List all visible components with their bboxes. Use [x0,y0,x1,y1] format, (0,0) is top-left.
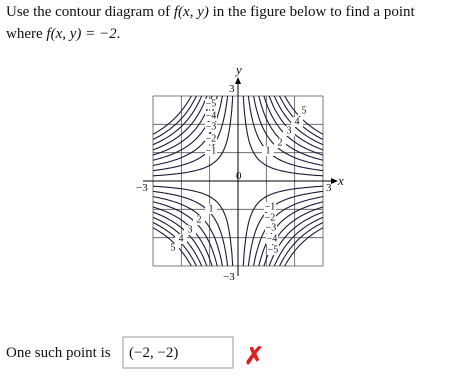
label-bg [205,134,217,144]
contour-curve [153,227,192,266]
contour-curve [268,96,323,151]
label-bg [267,245,279,255]
label-bg [291,117,303,127]
contour-label: −3 [266,222,277,233]
contour-curve [263,96,323,156]
question-line-2: where f(x, y) = −2. [6,26,120,42]
contour-curve [273,96,323,146]
contour-curve [284,96,323,135]
contour-label: 4 [295,116,300,127]
contour-label: −5 [206,98,217,109]
label-bg [283,126,295,136]
contour-curve [153,201,218,266]
contour-curve [153,221,198,266]
contour-curve [153,211,208,266]
text: . [117,26,121,42]
math: f(x, y) = −2 [46,26,117,42]
contour-label: 5 [302,105,307,116]
y-arrow [235,77,241,84]
label-bg [274,138,286,148]
contour-curve [153,190,229,266]
y-max-label: 3 [229,83,235,95]
math: f(x, y) [174,4,209,20]
label-bg [266,234,278,244]
contour-label: −1 [265,201,276,212]
contour-label: −3 [206,121,217,132]
contour-curve [153,96,234,177]
contour-label: −4 [267,233,278,244]
incorrect-mark: ✗ [244,343,264,370]
contour-curve [153,96,192,135]
contour-curve [273,216,323,266]
origin-label: 0 [236,170,242,182]
contour-curve [247,190,323,266]
contour-label: 2 [197,214,202,225]
contour-label: 5 [171,242,176,253]
contour-curve [153,185,234,266]
y-label: y [234,62,242,77]
answer-value[interactable]: (−2, −2) [129,345,178,361]
contour-curve [153,196,223,266]
label-bg [262,146,274,156]
contour-curve [153,206,213,266]
label-bg [205,122,217,132]
contour-curve [153,96,213,156]
answer-prompt: One such point is [6,345,111,361]
answer-input[interactable] [122,336,234,369]
contours [153,96,323,266]
label-bg [205,146,217,156]
contour-curve [242,96,323,177]
label-bg [167,243,179,253]
x-min-label: −3 [136,182,148,194]
label-bg [184,225,196,235]
text: Use the contour diagram of [6,4,174,20]
contour-label: −4 [206,110,217,121]
contour-diagram: y x 3 −3 −3 3 0 −5−4−3−2−15432112345−1−2… [136,62,344,283]
label-bg [264,202,276,212]
contour-label: 1 [266,145,271,156]
contour-curve [153,96,198,141]
contour-label: −5 [268,244,279,255]
x-max-label: 3 [326,182,332,194]
text: in the figure below to find a point [209,4,416,20]
label-bg [205,99,217,109]
contour-label: 3 [287,125,292,136]
contour-label: −2 [265,212,276,223]
contour-curve [247,96,323,172]
x-label: x [337,173,344,188]
contour-label: 2 [278,137,283,148]
contour-curve [284,227,323,266]
label-bg [264,213,276,223]
label-bg [265,223,277,233]
contour-label: −2 [206,133,217,144]
contour-label: 4 [179,233,184,244]
contour-curve [153,96,208,151]
contour-curve [253,96,323,166]
contour-label: 1 [209,203,214,214]
contour-label: 3 [188,224,193,235]
label-bg [205,111,217,121]
contour-label: −1 [206,145,217,156]
label-bg [193,215,205,225]
contour-curve [258,96,323,161]
text: where [6,26,46,42]
label-bg [175,234,187,244]
label-bg [298,106,310,116]
contour-curve [153,96,223,166]
label-bg [205,204,217,214]
x-arrow [331,178,338,184]
contour-curve [153,216,203,266]
y-min-label: −3 [223,271,235,283]
contour-curve [278,221,323,266]
contour-curve [278,96,323,141]
contour-curve [242,185,323,266]
contour-curve [153,96,203,146]
question-line-1: Use the contour diagram of f(x, y) in th… [6,4,415,20]
